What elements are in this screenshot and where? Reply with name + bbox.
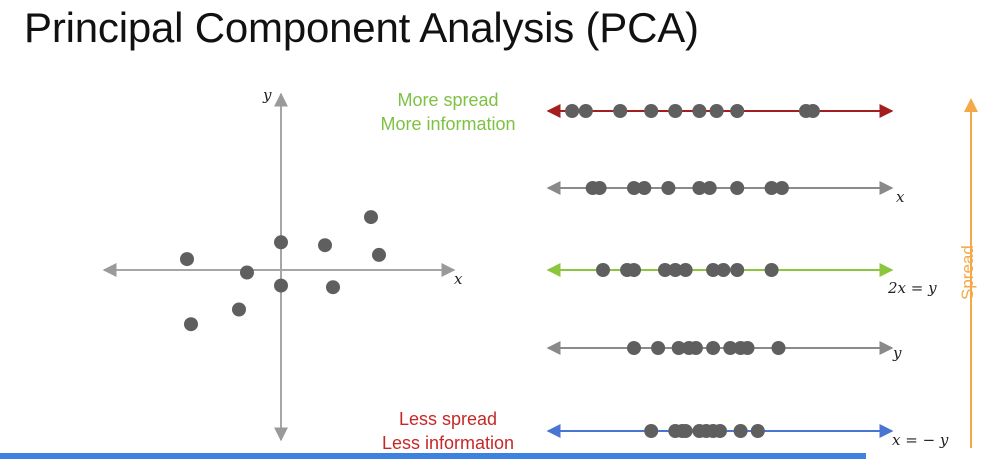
- projection-label: x = − y: [892, 431, 949, 449]
- projected-point: [678, 424, 693, 438]
- page-title: Principal Component Analysis (PCA): [24, 4, 699, 51]
- projection-row: x: [546, 181, 905, 206]
- projected-point: [764, 181, 779, 195]
- projected-point: [723, 341, 738, 355]
- projected-point: [706, 263, 721, 277]
- projected-point: [692, 181, 707, 195]
- bottom-progress-bar: [0, 453, 866, 459]
- projected-point: [688, 341, 703, 355]
- projected-point: [658, 263, 672, 277]
- projection-row: y: [546, 341, 902, 362]
- projected-point: [709, 104, 724, 118]
- projection-row: 2x = y: [546, 263, 937, 297]
- projected-point: [678, 263, 693, 277]
- projected-point: [627, 181, 641, 195]
- projected-point: [644, 424, 659, 438]
- scatter-point: [318, 238, 332, 253]
- scatter-point: [240, 265, 254, 280]
- projected-point: [578, 104, 593, 118]
- projected-point: [668, 263, 683, 277]
- projected-point: [733, 424, 748, 438]
- projected-point: [671, 341, 686, 355]
- spread-axis: [964, 98, 978, 448]
- projected-point: [702, 181, 717, 195]
- projection-label: x: [896, 188, 905, 206]
- projected-point: [651, 341, 666, 355]
- scatter-point: [372, 247, 386, 262]
- projection-label: 2x = y: [887, 279, 937, 297]
- projected-point: [596, 263, 610, 277]
- projected-point: [730, 181, 745, 195]
- projected-point: [592, 181, 607, 195]
- less-spread-label: Less spread Less information: [358, 407, 538, 455]
- more-spread-text: More spread: [397, 90, 499, 110]
- projected-point: [750, 424, 765, 438]
- projection-row: [546, 104, 894, 118]
- projection-lines: x 2x = y y x = − y: [546, 104, 949, 449]
- projected-point: [613, 104, 628, 118]
- projected-point: [627, 341, 641, 355]
- projected-point: [692, 104, 707, 118]
- projected-point: [661, 181, 676, 195]
- scatter-point: [274, 278, 288, 293]
- projected-point: [706, 341, 721, 355]
- projection-label: y: [892, 344, 902, 362]
- projected-point: [764, 263, 779, 277]
- more-information-text: More information: [380, 114, 516, 134]
- projected-point: [713, 424, 727, 438]
- projected-point: [805, 104, 820, 118]
- projected-point: [730, 263, 745, 277]
- scatter-points: [180, 210, 386, 332]
- projected-point: [565, 104, 580, 118]
- scatter-y-label: y: [262, 86, 272, 104]
- more-spread-label: More spread More information: [358, 88, 538, 136]
- scatter-point: [184, 317, 198, 332]
- scatter-point: [180, 252, 194, 267]
- projected-point: [637, 181, 652, 195]
- projected-point: [627, 263, 641, 277]
- less-spread-text: Less spread: [398, 409, 498, 429]
- scatter-point: [274, 235, 288, 250]
- projected-point: [771, 341, 786, 355]
- projected-point: [716, 263, 731, 277]
- scatter-point: [326, 280, 340, 295]
- less-information-text: Less information: [381, 433, 515, 453]
- scatter-x-label: x: [454, 270, 463, 288]
- projected-point: [774, 181, 789, 195]
- scatter-point: [232, 302, 246, 317]
- projected-point: [644, 104, 659, 118]
- projected-point: [668, 104, 683, 118]
- projection-row: x = − y: [546, 424, 949, 449]
- spread-arrow-head: [964, 98, 978, 112]
- projected-point: [730, 104, 745, 118]
- scatter-point: [364, 210, 378, 225]
- scatter-plot: x y: [102, 86, 463, 442]
- projected-point: [740, 341, 755, 355]
